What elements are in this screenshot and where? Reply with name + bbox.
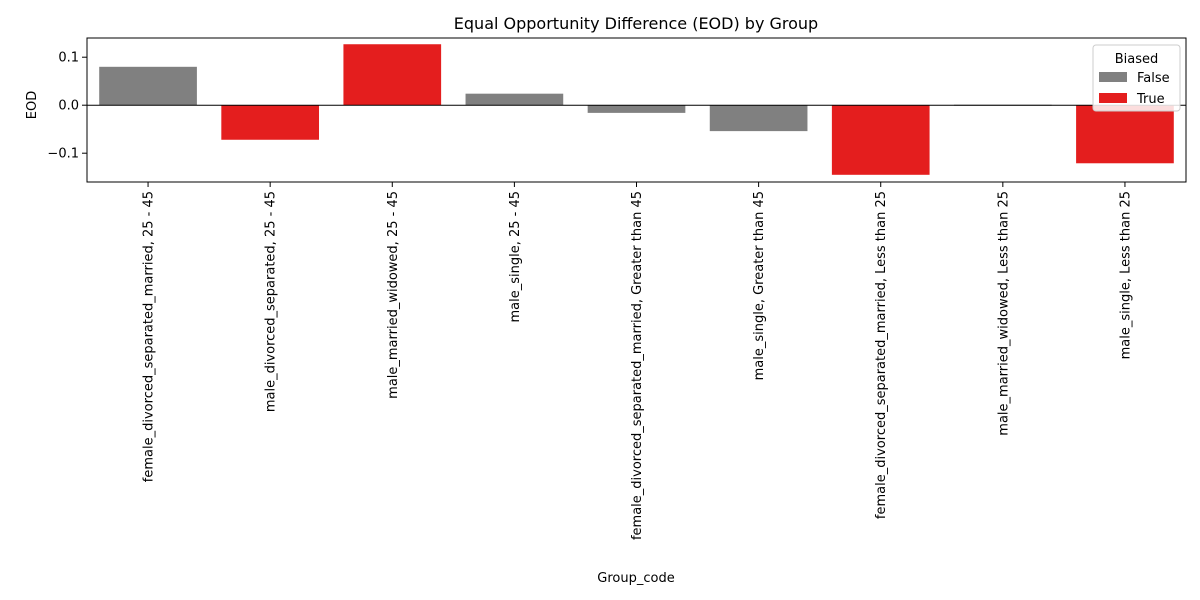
x-tick-label-8: male_single, Less than 25 [1118, 191, 1133, 359]
y-tick-label-2: 0.1 [58, 51, 79, 66]
legend-title: Biased [1115, 52, 1159, 67]
legend-swatch-true [1099, 93, 1127, 103]
x-tick-label-7: male_married_widowed, Less than 25 [996, 191, 1011, 436]
y-tick-label-0: −0.1 [47, 147, 79, 162]
legend-label-true: True [1136, 92, 1165, 107]
y-axis-label: EOD [25, 91, 40, 119]
x-tick-label-1: male_divorced_separated, 25 - 45 [264, 191, 279, 412]
bar-4 [587, 105, 686, 113]
x-tick-label-4: female_divorced_separated_married, Great… [630, 191, 645, 540]
bar-2 [343, 44, 442, 106]
legend-label-false: False [1137, 71, 1170, 86]
x-tick-label-5: male_single, Greater than 45 [752, 191, 767, 380]
plot-area: −0.1 0.0 0.1 female_divorced_separated_marr… [47, 37, 1187, 540]
bar-6 [831, 105, 930, 175]
x-axis-label: Group_code [597, 571, 674, 586]
bar-5 [709, 105, 808, 132]
y-tick-label-1: 0.0 [58, 99, 79, 114]
bar-8 [1076, 105, 1174, 164]
bar-1 [221, 105, 320, 140]
bar-0 [99, 66, 197, 106]
legend: Biased False True [1092, 44, 1181, 112]
chart-title: Equal Opportunity Difference (EOD) by Gr… [454, 14, 818, 33]
x-tick-label-3: male_single, 25 - 45 [508, 191, 523, 323]
legend-swatch-false [1099, 72, 1127, 82]
x-tick-label-0: female_divorced_separated_married, 25 - … [142, 191, 157, 482]
x-tick-label-2: male_married_widowed, 25 - 45 [386, 191, 401, 399]
bar-3 [465, 93, 564, 106]
x-tick-label-6: female_divorced_separated_married, Less … [874, 191, 889, 519]
